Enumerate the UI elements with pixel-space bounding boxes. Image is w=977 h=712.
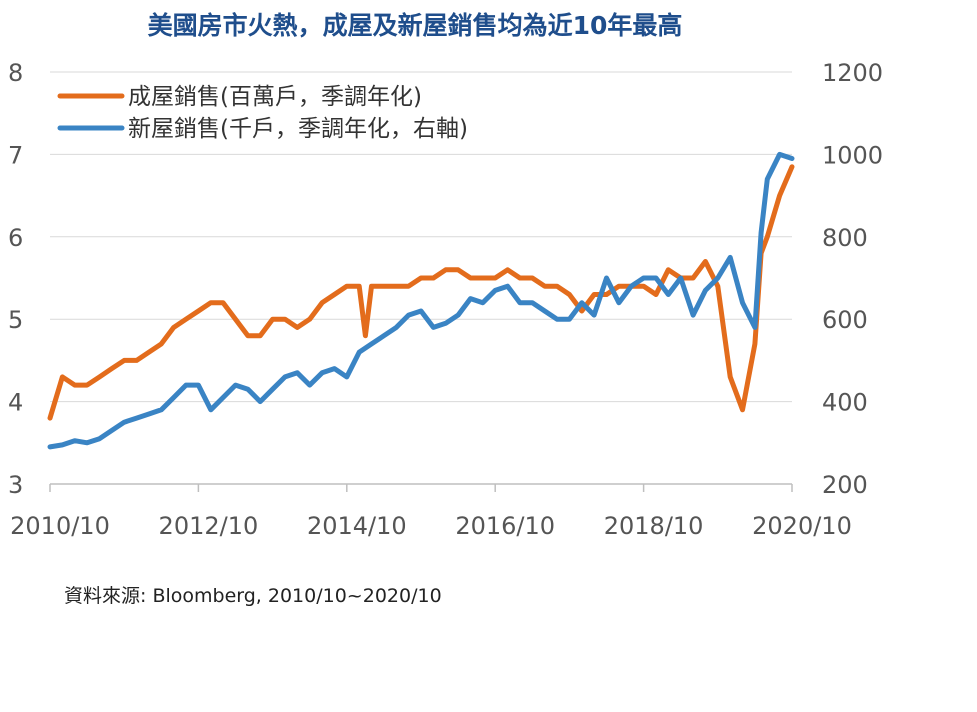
y-right-tick-label: 600 [822, 306, 868, 334]
x-tick-label: 2018/10 [604, 512, 704, 540]
x-tick-label: 2016/10 [455, 512, 555, 540]
x-tick-label: 2014/10 [307, 512, 407, 540]
y-right-tick-label: 1200 [822, 59, 883, 87]
source-note: 資料來源: Bloomberg, 2010/10~2020/10 [64, 585, 442, 607]
y-left-tick-label: 4 [8, 389, 23, 417]
x-tick-label: 2010/10 [10, 512, 110, 540]
legend-label: 新屋銷售(千戶，季調年化，右軸) [128, 116, 468, 142]
y-left-tick-label: 7 [8, 141, 23, 169]
y-right-tick-label: 400 [822, 389, 868, 417]
gridlines [50, 71, 792, 403]
y-left-tick-label: 5 [8, 306, 23, 334]
x-tick-label: 2012/10 [159, 512, 259, 540]
series-lines [47, 151, 795, 450]
y-left-tick-label: 3 [8, 471, 23, 499]
existing-home-sales-line [47, 164, 795, 421]
y-right-tick-label: 800 [822, 224, 868, 252]
y-left-tick-label: 8 [8, 59, 23, 87]
new-home-sales-line [47, 151, 795, 450]
legend-label: 成屋銷售(百萬戶，季調年化) [128, 84, 422, 110]
axes: 3 4 5 6 7 8 200 400 600 800 1000 1200 2010/10 2012/10… [8, 59, 883, 540]
x-tick-label: 2020/10 [752, 512, 852, 540]
legend: 成屋銷售(百萬戶，季調年化) 新屋銷售(千戶，季調年化，右軸) [57, 84, 468, 142]
y-left-tick-label: 6 [8, 224, 23, 252]
y-right-tick-label: 200 [822, 471, 868, 499]
chart-title: 美國房市火熱，成屋及新屋銷售均為近10年最高 [147, 11, 683, 40]
y-right-tick-label: 1000 [822, 141, 883, 169]
